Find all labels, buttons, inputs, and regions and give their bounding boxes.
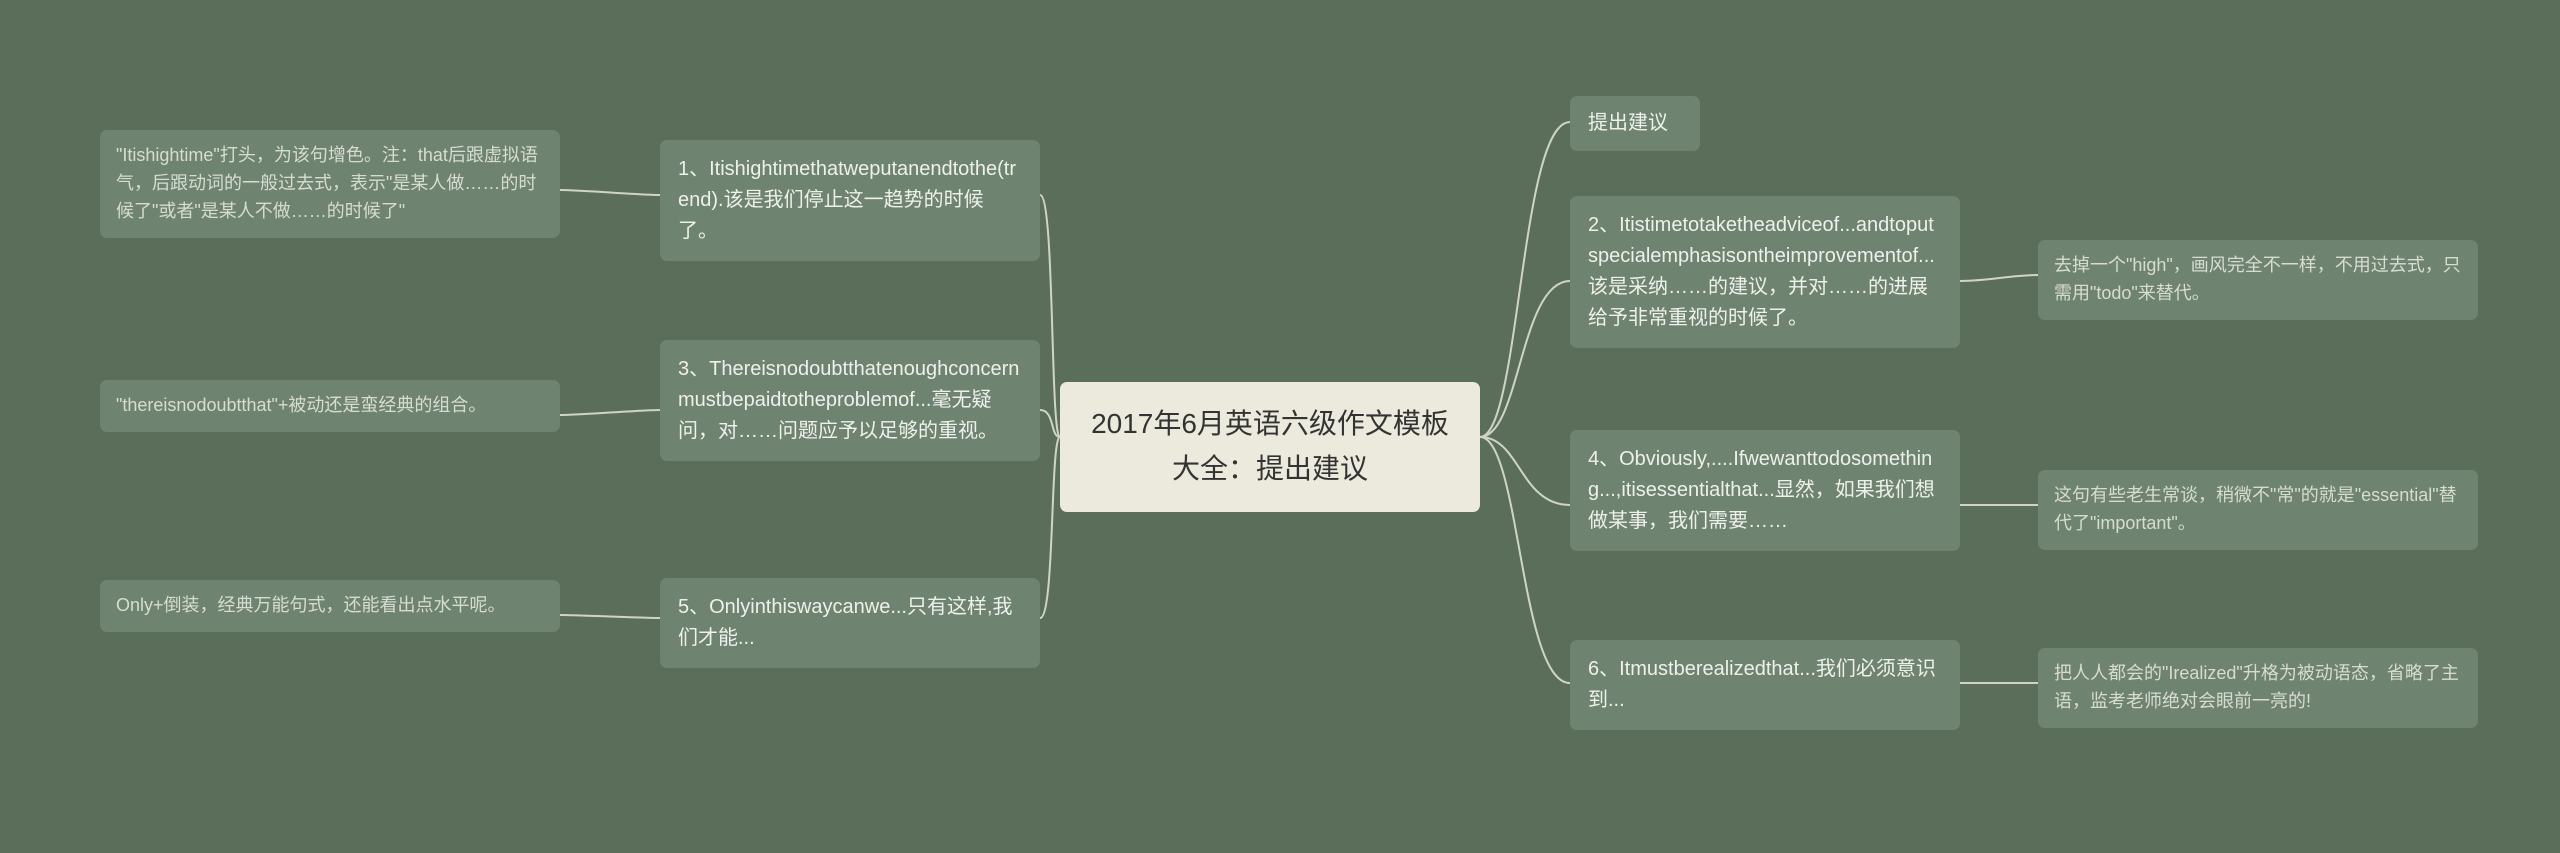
left-note-1: "Itishightime"打头，为该句增色。注：that后跟虚拟语气，后跟动词…	[100, 130, 560, 238]
right-node-2: 2、Itistimetotaketheadviceof...andtoputsp…	[1570, 196, 1960, 348]
center-node: 2017年6月英语六级作文模板大全：提出建议	[1060, 382, 1480, 512]
right-node-header: 提出建议	[1570, 96, 1700, 151]
right-note-4: 这句有些老生常谈，稍微不"常"的就是"essential"替代了"importa…	[2038, 470, 2478, 550]
left-node-3: 3、Thereisnodoubtthatenoughconcernmustbep…	[660, 340, 1040, 461]
right-node-6: 6、Itmustberealizedthat...我们必须意识到...	[1570, 640, 1960, 730]
left-node-5: 5、Onlyinthiswaycanwe...只有这样,我们才能...	[660, 578, 1040, 668]
left-note-5: Only+倒装，经典万能句式，还能看出点水平呢。	[100, 580, 560, 632]
right-note-2: 去掉一个"high"，画风完全不一样，不用过去式，只需用"todo"来替代。	[2038, 240, 2478, 320]
right-node-4: 4、Obviously,....Ifwewanttodosomething...…	[1570, 430, 1960, 551]
left-node-1: 1、Itishightimethatweputanendtothe(trend)…	[660, 140, 1040, 261]
left-note-3: "thereisnodoubtthat"+被动还是蛮经典的组合。	[100, 380, 560, 432]
right-note-6: 把人人都会的"Irealized"升格为被动语态，省略了主语，监考老师绝对会眼前…	[2038, 648, 2478, 728]
